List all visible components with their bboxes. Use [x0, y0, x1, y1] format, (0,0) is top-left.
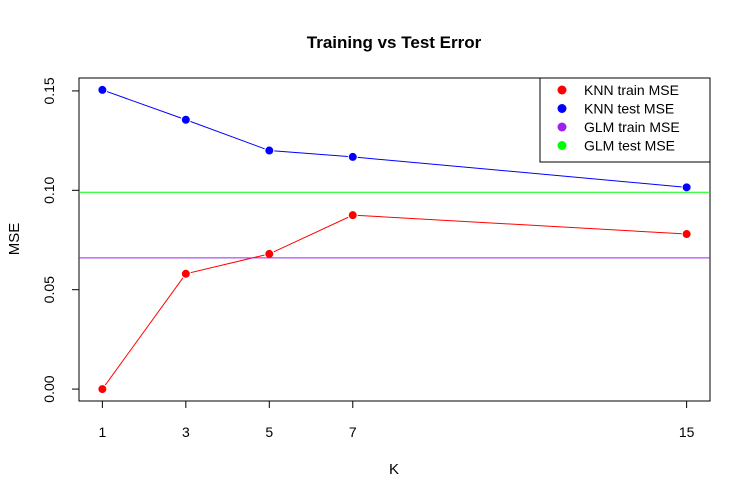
y-axis-label: MSE: [6, 223, 23, 256]
x-tick-label-7: 7: [349, 424, 357, 440]
line-knn-train-mse: [101, 214, 687, 390]
y-tick-label-0-00: 0.00: [41, 375, 57, 402]
point-knn-test-mse-k15: [681, 182, 692, 193]
x-axis-label: K: [389, 461, 399, 478]
point-knn-test-mse-k7: [347, 151, 358, 162]
point-knn-test-mse-k5: [264, 145, 275, 156]
point-knn-train-mse-k5: [264, 248, 275, 259]
legend-marker-glm-train-mse: [557, 122, 567, 132]
series-layer: [79, 84, 710, 395]
legend-label-knn-test-mse: KNN test MSE: [584, 101, 674, 117]
x-tick-label-1: 1: [98, 424, 106, 440]
legend-marker-knn-train-mse: [557, 85, 567, 95]
point-knn-train-mse-k7: [347, 210, 358, 221]
point-knn-test-mse-k3: [180, 114, 191, 125]
legend-label-glm-test-mse: GLM test MSE: [584, 138, 675, 154]
legend-box: [539, 77, 711, 163]
point-knn-train-mse-k15: [681, 229, 692, 240]
point-knn-train-mse-k3: [180, 268, 191, 279]
point-knn-test-mse-k1: [97, 84, 108, 95]
x-tick-label-3: 3: [182, 424, 190, 440]
legend: KNN train MSE KNN test MSE GLM train MSE GL…: [539, 77, 711, 163]
y-tick-label-0-10: 0.10: [41, 176, 57, 203]
chart-title: Training vs Test Error: [307, 33, 482, 52]
point-knn-train-mse-k1: [97, 384, 108, 395]
legend-label-knn-train-mse: KNN train MSE: [584, 82, 679, 98]
legend-marker-glm-test-mse: [557, 141, 567, 150]
series-knn-train-mse: [97, 210, 692, 395]
y-tick-label-0-15: 0.15: [41, 77, 57, 104]
series-knn-test-mse: [97, 84, 692, 193]
x-tick-label-5: 5: [265, 424, 273, 440]
x-tick-label-15: 15: [679, 424, 695, 440]
legend-label-glm-train-mse: GLM train MSE: [584, 119, 680, 135]
legend-marker-knn-test-mse: [557, 104, 567, 113]
axes: 1 3 5 7 15 0.00 0.05 0.10 0.15: [41, 77, 695, 440]
y-tick-label-0-05: 0.05: [41, 276, 57, 303]
